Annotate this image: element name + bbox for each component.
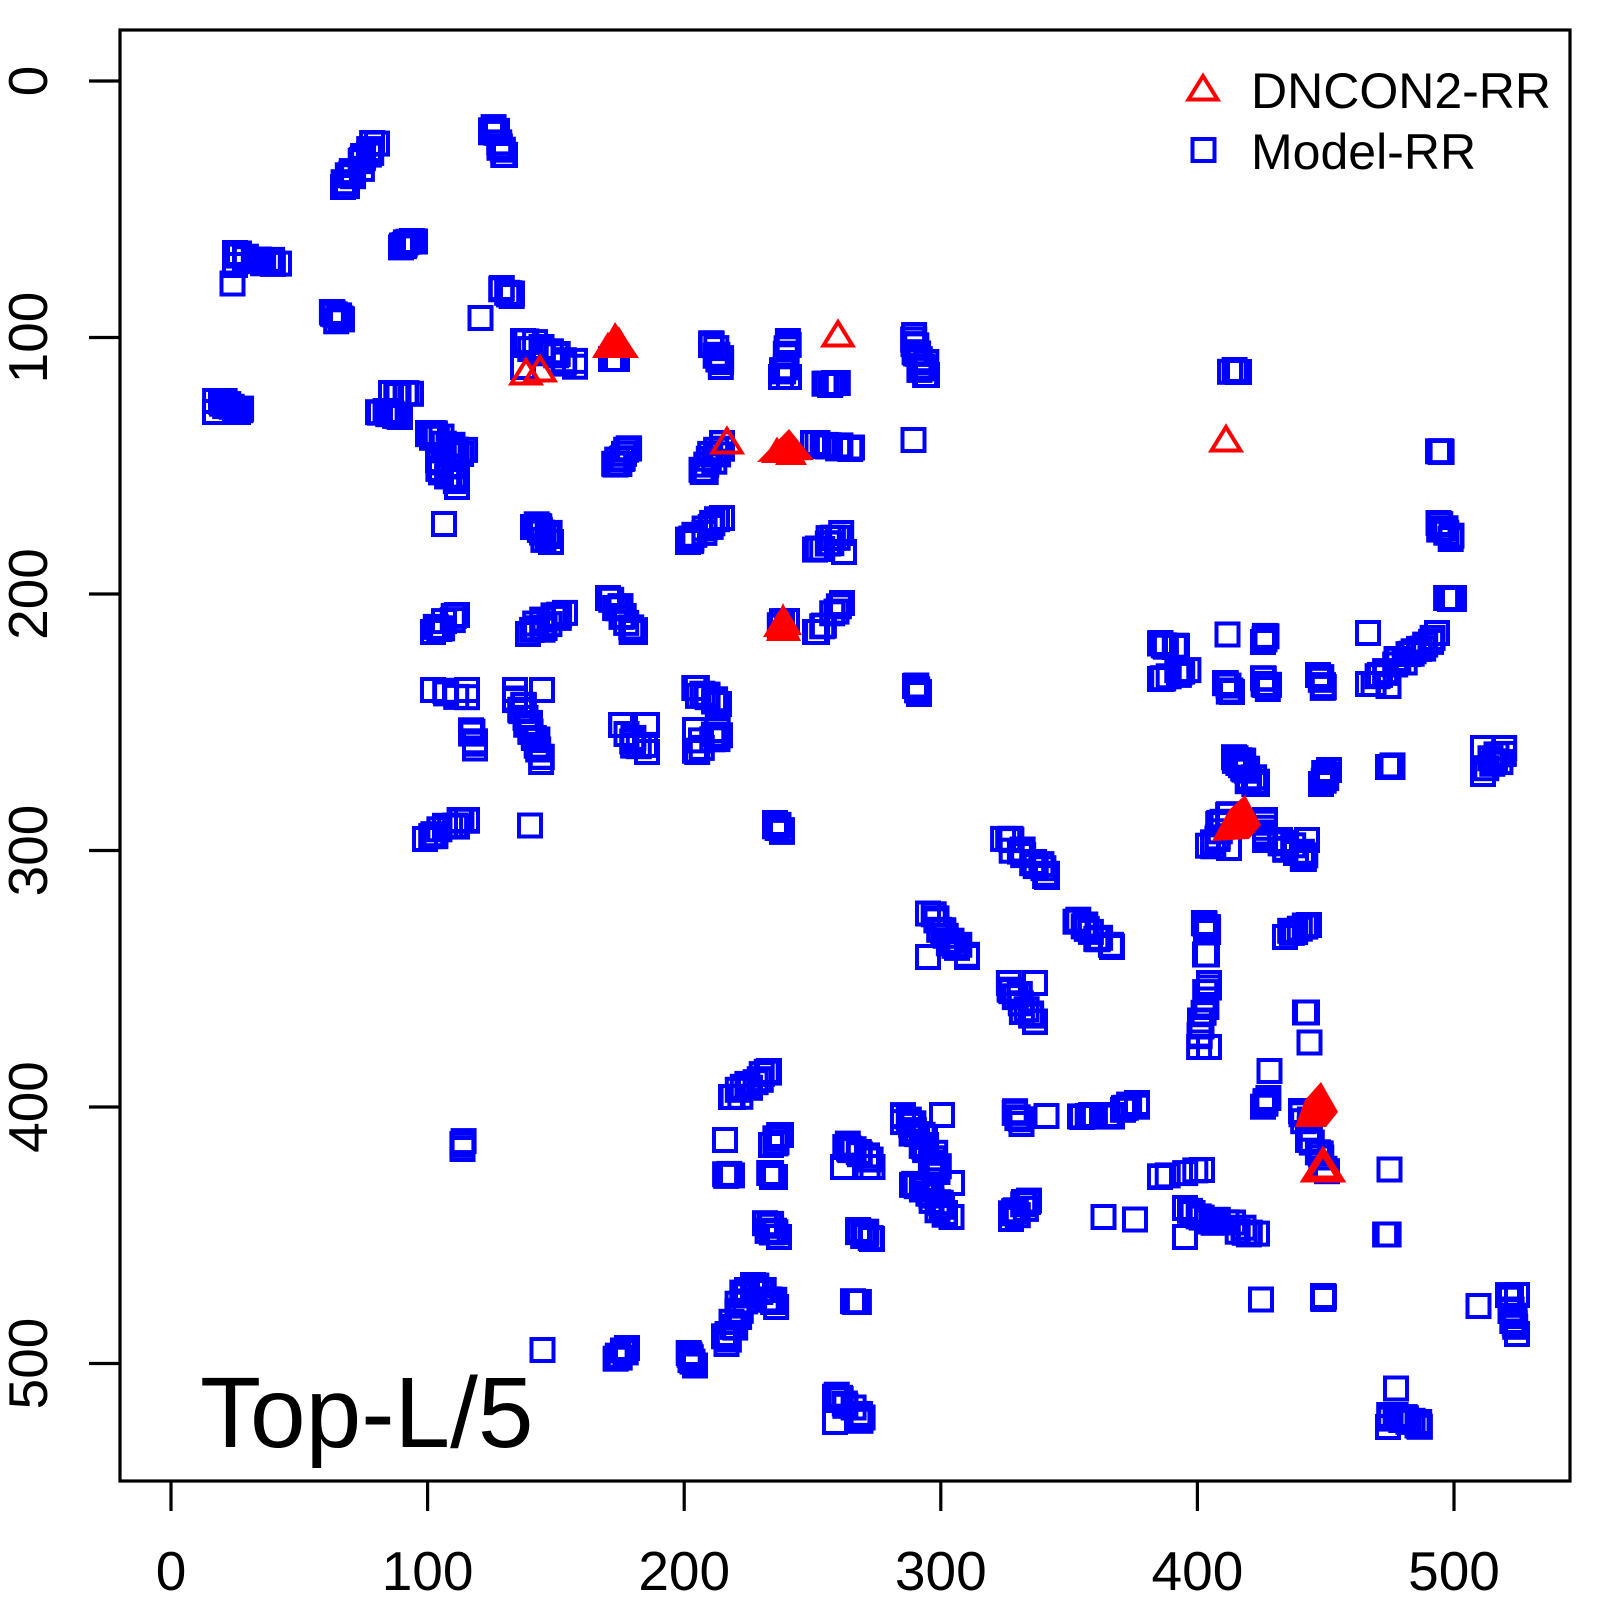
svg-text:200: 200 <box>638 1540 730 1600</box>
svg-text:400: 400 <box>0 1061 59 1153</box>
svg-text:0: 0 <box>156 1540 187 1600</box>
svg-text:300: 300 <box>895 1540 987 1600</box>
svg-text:400: 400 <box>1152 1540 1244 1600</box>
svg-text:100: 100 <box>382 1540 474 1600</box>
svg-text:300: 300 <box>0 805 59 897</box>
svg-text:0: 0 <box>0 66 59 97</box>
svg-text:Model-RR: Model-RR <box>1251 124 1476 180</box>
svg-text:500: 500 <box>1408 1540 1500 1600</box>
svg-text:Top-L/5: Top-L/5 <box>200 1357 534 1469</box>
svg-text:100: 100 <box>0 292 59 384</box>
svg-text:500: 500 <box>0 1318 59 1410</box>
svg-text:DNCON2-RR: DNCON2-RR <box>1251 63 1551 119</box>
svg-text:200: 200 <box>0 548 59 640</box>
